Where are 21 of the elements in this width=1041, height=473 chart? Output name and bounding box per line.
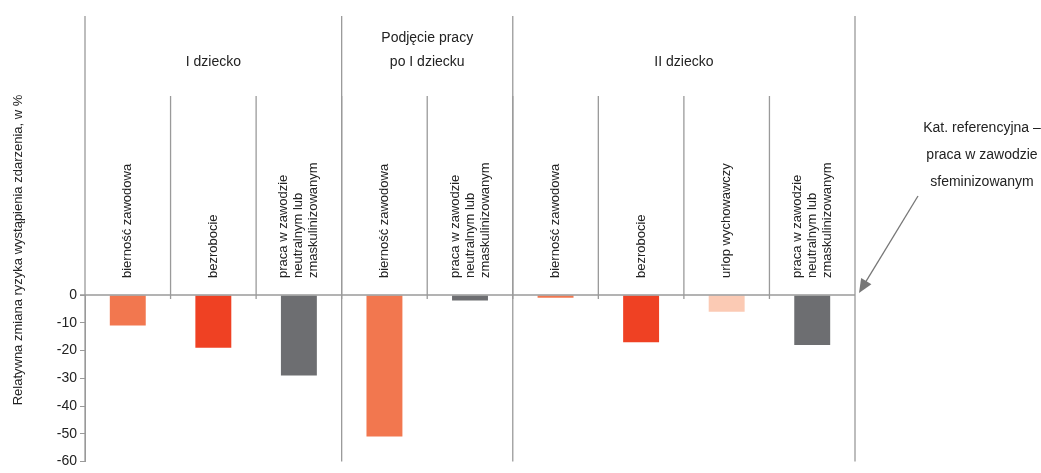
y-tick-label: -20 — [56, 341, 78, 358]
x-tick-label: bierność zawodowa — [376, 163, 392, 278]
y-axis-title: Relatywna zmiana ryzyka wystąpienia zdarzenia, w % — [9, 94, 25, 406]
x-tick-label: bierność zawodowa — [547, 163, 563, 278]
x-tick-label: praca w zawodzie neutralnym lub zmaskulinizowanym — [275, 162, 321, 278]
x-tick-label: bezrobocie — [632, 214, 648, 278]
text: II dziecko — [654, 52, 714, 69]
y-tick-label: -60 — [56, 452, 78, 469]
x-tick-label: praca w zawodzie neutralnym lub zmaskulinizowanym — [788, 162, 834, 278]
x-tick-label: bierność zawodowa — [119, 163, 135, 278]
x-tick-label: urlop wychowawczy — [718, 162, 734, 278]
y-tick-label: -30 — [56, 369, 78, 386]
y-tick-label: -40 — [56, 396, 78, 413]
x-tick-label: praca w zawodzie neutralnym lub zmaskulinizowanym — [446, 162, 492, 278]
x-tick-label: bezrobocie — [204, 214, 220, 278]
y-tick-label: -50 — [56, 424, 78, 441]
text: I dziecko — [185, 52, 242, 69]
text: Podjęcie pracy po I dziecku — [381, 28, 474, 69]
y-tick-label: -10 — [56, 313, 78, 330]
y-tick-label: 0 — [69, 285, 78, 302]
text: Kat. referencyjna – praca w zawodzie sfeminizowanym — [923, 118, 1041, 189]
